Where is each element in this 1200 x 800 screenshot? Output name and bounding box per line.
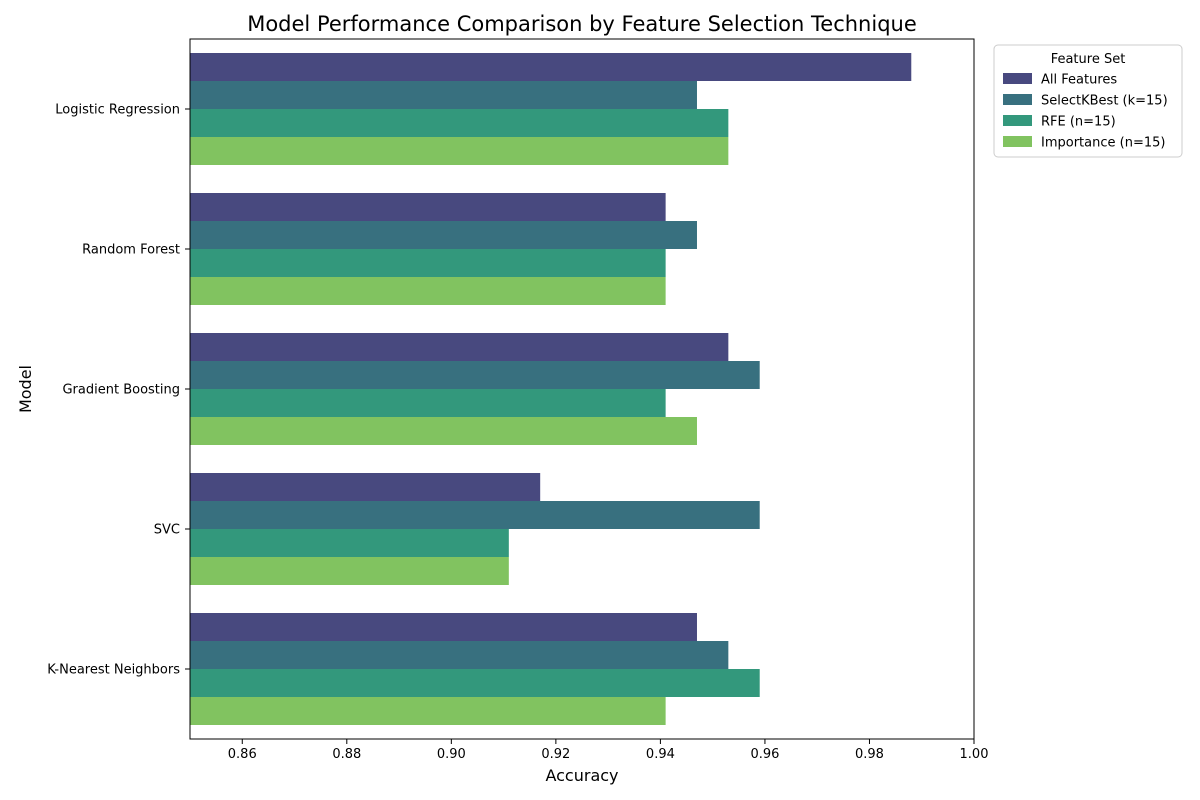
y-tick-label: Random Forest bbox=[82, 243, 180, 258]
plot-area bbox=[190, 53, 912, 725]
bar bbox=[190, 221, 697, 249]
bar bbox=[190, 389, 666, 417]
bar bbox=[190, 613, 697, 641]
legend-swatch bbox=[1003, 94, 1032, 105]
bar bbox=[190, 137, 729, 165]
legend: Feature Set All Features SelectKBest (k=1… bbox=[993, 44, 1183, 158]
bar bbox=[190, 333, 729, 361]
bar bbox=[190, 81, 697, 109]
x-tick-label: 0.88 bbox=[332, 747, 361, 762]
bar bbox=[190, 529, 509, 557]
legend-box bbox=[993, 44, 1183, 158]
legend-label: Importance (n=15) bbox=[1041, 136, 1165, 151]
x-tick-label: 0.96 bbox=[750, 747, 779, 762]
x-axis-label: Accuracy bbox=[545, 766, 618, 785]
y-tick-label: Logistic Regression bbox=[55, 103, 180, 118]
x-tick-label: 0.86 bbox=[228, 747, 257, 762]
x-tick-label: 0.98 bbox=[855, 747, 884, 762]
bar bbox=[190, 277, 666, 305]
y-axis-label: Model bbox=[16, 365, 35, 413]
bar bbox=[190, 557, 509, 585]
bar bbox=[190, 109, 729, 137]
x-tick-label: 0.90 bbox=[437, 747, 466, 762]
bar bbox=[190, 249, 666, 277]
x-tick-label: 0.94 bbox=[646, 747, 675, 762]
bar bbox=[190, 193, 666, 221]
bar bbox=[190, 53, 912, 81]
y-axis-ticks: Logistic Regression Random Forest Gradient… bbox=[47, 103, 190, 678]
legend-title: Feature Set bbox=[1051, 52, 1126, 67]
legend-label: RFE (n=15) bbox=[1041, 115, 1116, 130]
legend-label: SelectKBest (k=15) bbox=[1041, 94, 1168, 109]
x-tick-label: 0.92 bbox=[541, 747, 570, 762]
bar bbox=[190, 641, 729, 669]
bar bbox=[190, 697, 666, 725]
legend-label: All Features bbox=[1041, 73, 1117, 88]
x-axis-ticks: 0.86 0.88 0.90 0.92 0.94 0.96 0.98 1.00 bbox=[228, 739, 989, 762]
y-tick-label: SVC bbox=[154, 523, 180, 538]
y-tick-label: Gradient Boosting bbox=[62, 383, 180, 398]
y-tick-label: K-Nearest Neighbors bbox=[47, 663, 180, 678]
chart-title: Model Performance Comparison by Feature … bbox=[247, 12, 917, 36]
x-tick-label: 1.00 bbox=[960, 747, 989, 762]
legend-swatch bbox=[1003, 136, 1032, 147]
bar bbox=[190, 501, 760, 529]
bar bbox=[190, 417, 697, 445]
bar bbox=[190, 361, 760, 389]
legend-swatch bbox=[1003, 115, 1032, 126]
bar bbox=[190, 473, 541, 501]
bar bbox=[190, 669, 760, 697]
legend-swatch bbox=[1003, 73, 1032, 84]
